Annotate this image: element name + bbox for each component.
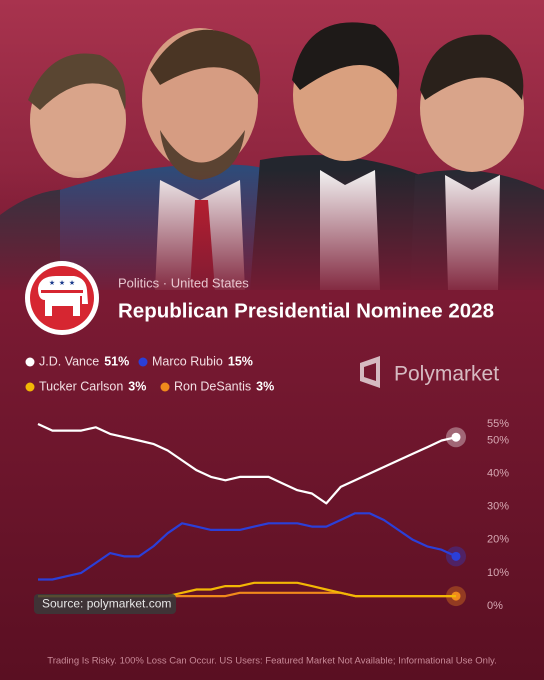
series-line [38,512,457,581]
legend-value: 15% [228,354,253,368]
chart-title: Republican Presidential Nominee 2028 [118,299,494,322]
legend-value: 3% [256,379,274,393]
legend-swatch [25,382,35,392]
legend-label: Ron DeSantis [174,379,251,393]
legend-label: Tucker Carlson [39,379,123,393]
end-point [451,432,461,442]
legend-label: Marco Rubio [152,354,223,368]
subtitle: Politics · United States [118,275,249,290]
legend-value: 51% [104,354,129,368]
series-line [37,423,457,505]
disclaimer: Trading Is Risky. 100% Loss Can Occur. U… [47,656,497,667]
legend-value: 3% [128,379,146,393]
legend-swatch [25,357,35,367]
y-tick-label: 10% [487,567,509,579]
svg-text:★: ★ [49,279,55,287]
y-tick-label: 20% [487,534,509,546]
source: Source: polymarket.com [42,597,171,611]
y-tick-label: 30% [487,501,509,513]
brand-logo [360,356,380,388]
svg-text:★: ★ [69,279,75,287]
legend-swatch [138,357,148,367]
svg-text:★: ★ [59,279,65,287]
source-box [34,594,176,614]
y-tick-label: 55% [487,418,509,430]
portraits [0,22,544,300]
y-tick-label: 50% [487,434,509,446]
y-tick-label: 40% [487,468,509,480]
party-logo: ★ ★ ★ [25,261,99,335]
legend-swatch [160,382,170,392]
end-point [451,551,461,561]
y-tick-label: 0% [487,600,503,612]
brand: Polymarket [394,363,499,386]
legend-label: J.D. Vance [39,354,99,368]
